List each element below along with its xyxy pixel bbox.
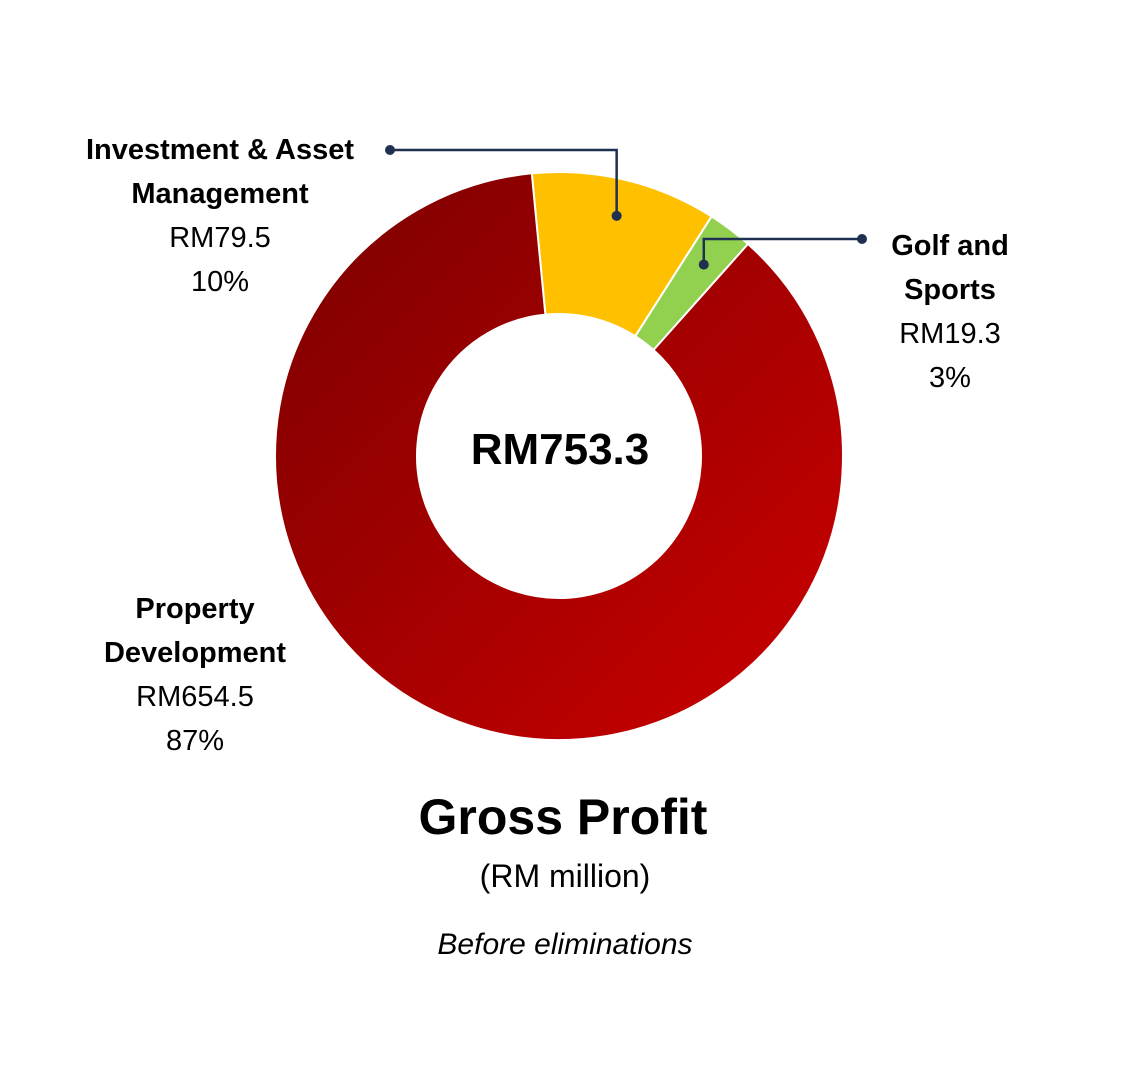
slice-name: Investment & Asset xyxy=(85,134,355,166)
slice-value: RM79.5 xyxy=(169,222,271,254)
slice-value: RM19.3 xyxy=(899,318,1001,350)
investment-leader-end xyxy=(385,145,395,155)
slice-label-investment: Investment & Asset Management RM79.5 10% xyxy=(50,128,390,304)
golf-leader-end xyxy=(857,234,867,244)
golf-leader-anchor xyxy=(698,259,709,270)
slice-property xyxy=(274,172,844,741)
slice-name: Sports xyxy=(904,274,996,306)
golf-leader-line xyxy=(702,237,862,265)
slice-percent: 10% xyxy=(190,266,250,298)
slice-percent: 87% xyxy=(165,725,225,757)
center-total-label: RM753.3 xyxy=(470,425,650,474)
slice-name: Management xyxy=(131,178,309,210)
slice-name: Golf and xyxy=(891,230,1009,262)
slice-name: Property xyxy=(135,593,255,625)
investment-leader-line xyxy=(390,148,618,216)
chart-note: Before eliminations xyxy=(437,928,693,961)
slice-percent: 3% xyxy=(929,362,971,394)
investment-leader-anchor xyxy=(611,210,622,221)
slice-value: RM654.5 xyxy=(136,681,254,713)
slice-label-golf: Golf and Sports RM19.3 3% xyxy=(860,224,1040,400)
slice-label-property: Property Development RM654.5 87% xyxy=(70,587,320,763)
slice-name: Development xyxy=(103,637,287,669)
chart-subtitle: (RM million) xyxy=(479,858,651,894)
chart-title: Gross Profit xyxy=(418,789,708,845)
